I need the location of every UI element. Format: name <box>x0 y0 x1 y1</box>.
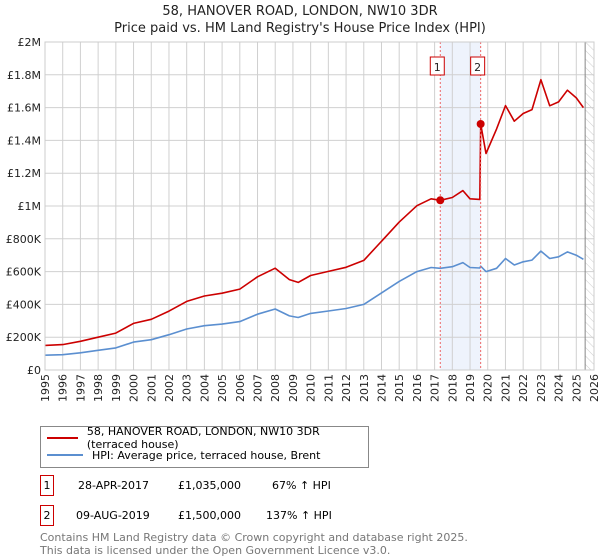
x-tick-label: 1997 <box>74 374 87 402</box>
transaction-row: 2 09-AUG-2019 £1,500,000 137% ↑ HPI <box>40 505 440 527</box>
footer: Contains HM Land Registry data © Crown c… <box>40 531 468 557</box>
transaction-hpi: 67% ↑ HPI <box>272 479 331 492</box>
x-tick-label: 2005 <box>216 374 229 402</box>
x-tick-label: 2012 <box>340 374 353 402</box>
transaction-row: 1 28-APR-2017 £1,035,000 67% ↑ HPI <box>40 475 440 497</box>
x-tick-label: 2020 <box>482 374 495 402</box>
x-tick-label: 2019 <box>464 374 477 402</box>
x-tick-label: 2018 <box>446 374 459 402</box>
transaction-date: 09-AUG-2019 <box>76 509 150 522</box>
x-tick-label: 2006 <box>234 374 247 402</box>
x-tick-label: 2024 <box>553 374 566 402</box>
x-tick-label: 2026 <box>588 374 600 402</box>
price-chart: 1 2 1995 1996 1997 1998 1999 2000 2001 2002 2003 20… <box>6 36 600 402</box>
y-tick-label: £1.2M <box>7 167 41 180</box>
x-tick-label: 2009 <box>287 374 300 402</box>
x-tick-label: 2011 <box>322 374 335 402</box>
y-tick-label: £1.8M <box>7 69 41 82</box>
x-tick-label: 2007 <box>252 374 265 402</box>
x-tick-label: 2015 <box>393 374 406 402</box>
x-tick-label: 2021 <box>499 374 512 402</box>
sale-point <box>436 196 445 205</box>
x-tick-label: 2003 <box>181 374 194 402</box>
x-tick-label: 2008 <box>269 374 282 402</box>
transaction-badge: 2 <box>40 505 54 526</box>
transaction-hpi: 137% ↑ HPI <box>266 509 332 522</box>
transaction-price: £1,035,000 <box>178 479 241 492</box>
footer-line1: Contains HM Land Registry data © Crown c… <box>40 531 468 544</box>
legend-swatch-red <box>47 437 78 439</box>
sale-badge-label: 2 <box>474 61 481 74</box>
y-tick-label: £1M <box>18 200 42 213</box>
y-tick-label: £800K <box>6 233 42 246</box>
chart-title-line2: Price paid vs. HM Land Registry's House … <box>114 21 486 36</box>
x-tick-label: 2004 <box>198 374 211 402</box>
sale-badge-label: 1 <box>434 61 441 74</box>
x-tick-label: 1995 <box>39 374 52 402</box>
y-tick-label: £600K <box>6 266 42 279</box>
y-tick-label: £0 <box>27 364 41 377</box>
x-tick-label: 2001 <box>145 374 158 402</box>
x-tick-label: 2000 <box>128 374 141 402</box>
x-tick-label: 2023 <box>535 374 548 402</box>
y-tick-label: £1.6M <box>7 102 41 115</box>
transaction-badge: 1 <box>40 475 54 496</box>
legend-label-property: 58, HANOVER ROAD, LONDON, NW10 3DR (terr… <box>86 425 320 451</box>
x-tick-label: 1999 <box>110 374 123 402</box>
x-tick-label: 2010 <box>305 374 318 402</box>
x-tick-label: 1998 <box>92 374 105 402</box>
x-tick-label: 2014 <box>375 374 388 402</box>
y-tick-label: £1.4M <box>7 134 41 147</box>
legend-swatch-blue <box>47 454 83 456</box>
series-line <box>44 78 585 347</box>
x-tick-label: 2016 <box>411 374 424 402</box>
transaction-price: £1,500,000 <box>178 509 241 522</box>
chart-legend: 58, HANOVER ROAD, LONDON, NW10 3DR (terr… <box>40 425 369 468</box>
y-tick-label: £2M <box>18 36 42 49</box>
sale-point <box>476 120 485 128</box>
y-tick-label: £400K <box>6 298 42 311</box>
series-line <box>44 250 584 356</box>
footer-line2: This data is licensed under the Open Gov… <box>40 544 391 557</box>
y-tick-label: £200K <box>6 331 42 344</box>
legend-label-hpi: HPI: Average price, terraced house, Bren… <box>92 448 321 462</box>
x-tick-label: 2025 <box>570 374 583 402</box>
transaction-date: 28-APR-2017 <box>78 479 150 492</box>
plot-frame <box>44 41 595 371</box>
legend-item-property: 58, HANOVER ROAD, LONDON, NW10 3DR (terr… <box>47 425 368 451</box>
legend-item-hpi: HPI: Average price, terraced house, Bren… <box>47 447 320 463</box>
x-tick-label: 1996 <box>57 374 70 402</box>
sale-badge-box <box>429 56 445 76</box>
x-tick-label: 2013 <box>358 374 371 402</box>
x-tick-label: 2002 <box>163 374 176 402</box>
chart-title-line1: 58, HANOVER ROAD, LONDON, NW10 3DR <box>162 4 438 19</box>
sale-badge-box <box>470 56 486 76</box>
x-tick-label: 2017 <box>429 374 442 402</box>
x-tick-label: 2022 <box>517 374 530 402</box>
